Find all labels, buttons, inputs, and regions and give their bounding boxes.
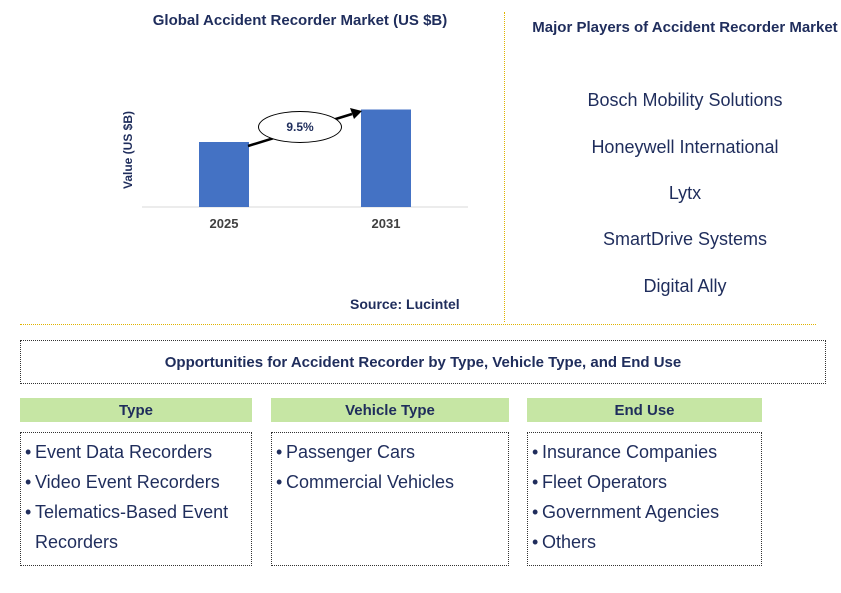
players-title: Major Players of Accident Recorder Marke… (532, 19, 838, 36)
vertical-divider (504, 12, 505, 322)
cagr-annotation: 9.5% (258, 111, 342, 143)
end-use-list-box: • Insurance Companies • Fleet Operators • G… (527, 432, 762, 566)
list-item: • Event Data Recorders (25, 442, 213, 462)
opportunities-title: Opportunities for Accident Recorder by T… (20, 340, 826, 384)
vehicle-type-list-box: • Passenger Cars • Commercial Vehicles (271, 432, 509, 566)
player-item: Bosch Mobility Solutions (587, 90, 783, 110)
list-item: • Video Event Recorders (25, 472, 220, 492)
column-heading-end-use: End Use (527, 398, 762, 422)
y-axis-label: Value (US $B) (121, 110, 135, 190)
type-list-box: • Event Data Recorders • Video Event Recor… (20, 432, 252, 566)
list-item: • Insurance Companies (532, 442, 718, 462)
chart-title: Global Accident Recorder Market (US $B) (152, 12, 448, 29)
column-heading-vehicle-type: Vehicle Type (271, 398, 509, 422)
list-item: • Telematics-Based Event Recorders (25, 502, 229, 552)
bar-2025 (199, 142, 249, 207)
horizontal-divider (20, 324, 816, 325)
bar-chart (142, 108, 468, 208)
player-item: Honeywell International (591, 137, 779, 157)
player-item: Digital Ally (643, 276, 727, 296)
x-tick-label: 2025 (209, 216, 239, 231)
list-item: • Passenger Cars (276, 442, 416, 462)
player-item: Lytx (668, 183, 702, 203)
bar-2031 (361, 109, 411, 207)
list-item: • Commercial Vehicles (276, 472, 455, 492)
cagr-arrowhead (350, 108, 362, 119)
list-item: • Fleet Operators (532, 472, 668, 492)
list-item: • Others (532, 532, 597, 552)
column-heading-type: Type (20, 398, 252, 422)
player-item: SmartDrive Systems (602, 229, 768, 249)
list-item: • Government Agencies (532, 502, 720, 522)
source-note: Source: Lucintel (350, 296, 460, 312)
x-tick-label: 2031 (371, 216, 401, 231)
